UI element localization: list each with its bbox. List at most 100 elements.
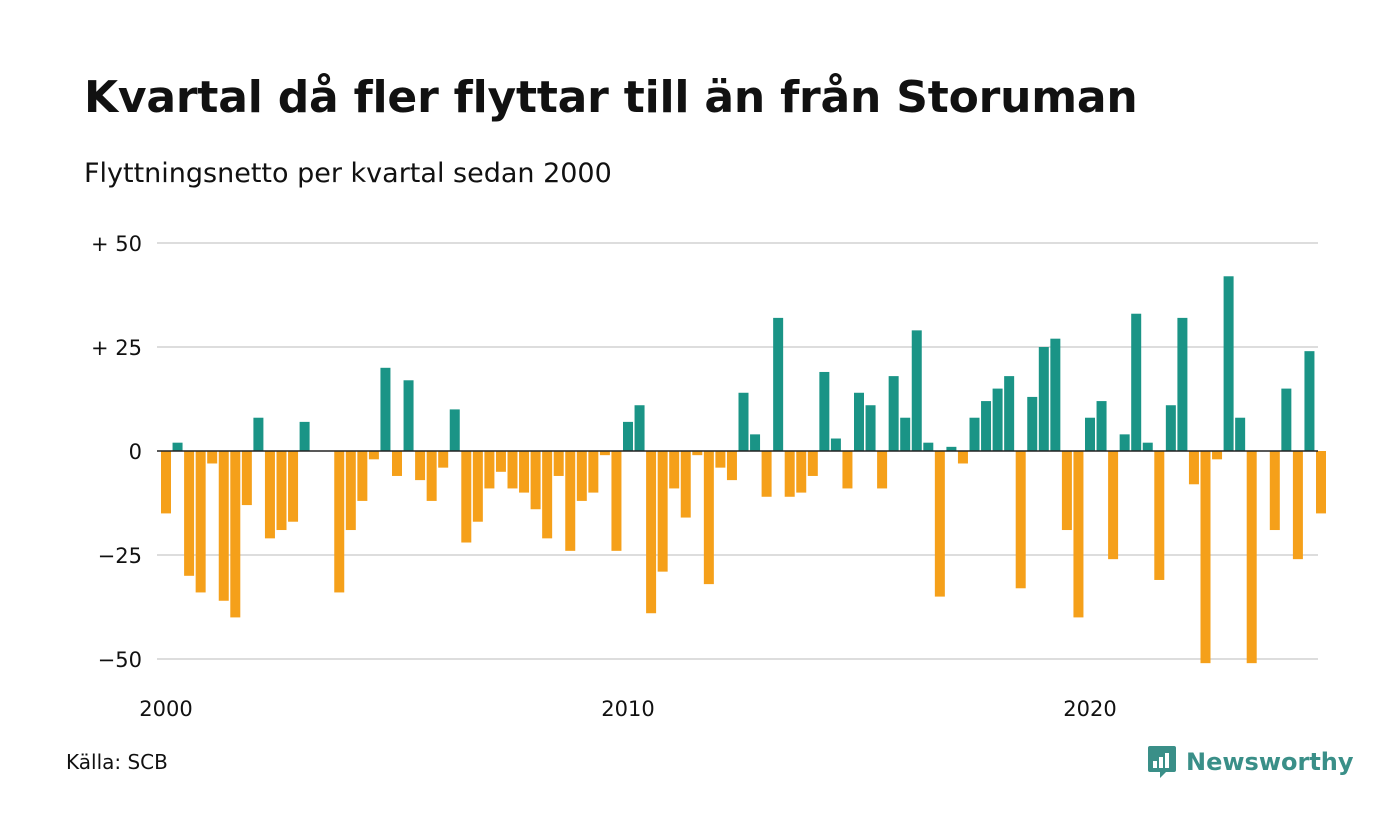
bar-positive: [172, 442, 183, 451]
bar-positive: [900, 417, 911, 451]
bar-positive: [449, 409, 460, 451]
bar-positive: [923, 442, 934, 451]
bar-negative: [438, 451, 449, 468]
bar-negative: [784, 451, 795, 497]
bar-positive: [819, 371, 830, 451]
bar-positive: [1027, 396, 1038, 451]
bar-negative: [565, 451, 576, 551]
bar-negative: [703, 451, 714, 585]
bar-positive: [830, 438, 841, 451]
bar-positive: [1223, 276, 1234, 451]
bar-chart-speech-bubble-icon: [1148, 746, 1176, 778]
y-tick-label: −25: [98, 544, 142, 568]
bar-negative: [495, 451, 506, 472]
bar-positive: [1304, 351, 1315, 451]
bar-negative: [415, 451, 426, 481]
bar-negative: [761, 451, 772, 497]
bar-negative: [184, 451, 195, 576]
bar-positive: [403, 380, 414, 451]
bar-negative: [1316, 451, 1326, 514]
newsworthy-logo: Newsworthy: [1146, 744, 1354, 780]
source-note: Källa: SCB: [66, 750, 168, 774]
bar-negative: [218, 451, 229, 601]
bar-negative: [576, 451, 587, 501]
x-tick-label: 2000: [139, 697, 192, 721]
bar-negative: [230, 451, 241, 618]
bar-negative: [241, 451, 252, 506]
bar-positive: [380, 367, 391, 451]
bar-negative: [334, 451, 345, 593]
brand-name: Newsworthy: [1186, 748, 1354, 776]
bar-positive: [634, 405, 645, 451]
bar-negative: [1188, 451, 1199, 485]
y-tick-label: + 50: [91, 232, 142, 256]
bar-negative: [1246, 451, 1257, 664]
bar-negative: [484, 451, 495, 489]
bar-negative: [530, 451, 541, 510]
bar-negative: [1200, 451, 1211, 664]
x-tick-label: 2010: [601, 697, 654, 721]
y-tick-label: 0: [129, 440, 142, 464]
bar-positive: [1119, 434, 1130, 451]
bar-negative: [264, 451, 275, 539]
bar-negative: [807, 451, 818, 476]
bar-negative: [345, 451, 356, 531]
bar-negative: [1073, 451, 1084, 618]
bar-positive: [1085, 417, 1095, 451]
bar-negative: [957, 451, 968, 464]
bar-positive: [865, 405, 876, 451]
y-axis-labels: + 50 + 25 0 −25 −50: [91, 232, 142, 672]
bar-negative: [461, 451, 472, 543]
bar-negative: [646, 451, 657, 614]
bar-negative: [1269, 451, 1280, 531]
bar-positive: [992, 388, 1003, 451]
bar-positive: [1050, 338, 1061, 451]
bar-positive: [911, 330, 922, 451]
bar-negative: [599, 451, 610, 456]
bar-positive: [1177, 317, 1188, 451]
bar-positive: [1235, 417, 1246, 451]
bar-negative: [715, 451, 726, 468]
bar-negative: [1108, 451, 1119, 560]
bar-negative: [357, 451, 368, 501]
bar-positive: [1004, 376, 1015, 451]
bar-negative: [161, 451, 171, 514]
y-tick-label: −50: [98, 648, 142, 672]
grid-lines: [157, 242, 1318, 660]
bar-negative: [507, 451, 518, 489]
bar-positive: [750, 434, 761, 451]
bar-negative: [1015, 451, 1026, 589]
bar-positive: [969, 417, 980, 451]
bar-positive: [1131, 313, 1142, 451]
bar-positive: [854, 392, 864, 451]
bar-negative: [1061, 451, 1072, 531]
bar-positive: [1096, 401, 1107, 451]
bar-negative: [195, 451, 206, 593]
bar-negative: [657, 451, 668, 572]
bar-negative: [368, 451, 379, 460]
bar-negative: [692, 451, 703, 456]
bar-positive: [888, 376, 899, 451]
bar-negative: [1154, 451, 1165, 580]
bar-positive: [623, 421, 633, 451]
bar-negative: [207, 451, 218, 464]
bar-negative: [680, 451, 691, 518]
bar-negative: [669, 451, 680, 489]
x-axis-labels: 2000 2010 2020: [139, 697, 1116, 721]
bar-negative: [934, 451, 945, 597]
x-tick-label: 2020: [1063, 697, 1116, 721]
bar-negative: [426, 451, 437, 501]
bar-positive: [981, 401, 992, 451]
bar-positive: [946, 446, 957, 451]
bar-positive: [1038, 347, 1049, 451]
bar-negative: [1292, 451, 1303, 560]
bar-negative: [877, 451, 888, 489]
bar-negative: [276, 451, 287, 531]
bar-negative: [611, 451, 622, 551]
bar-negative: [1212, 451, 1223, 460]
bar-negative: [288, 451, 299, 522]
chart-subtitle: Flyttningsnetto per kvartal sedan 2000: [84, 158, 612, 189]
bar-positive: [1281, 388, 1292, 451]
bar-positive: [253, 417, 264, 451]
